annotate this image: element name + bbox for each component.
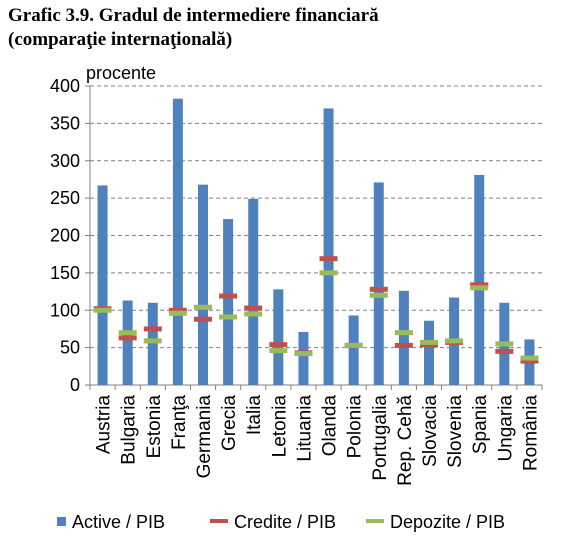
markers — [93, 256, 539, 364]
marker-credite-rep-ceha — [394, 342, 413, 348]
y-tick-label: 150 — [50, 263, 80, 283]
category-label-estonia: Estonia — [144, 395, 165, 459]
category-label-germania: Germania — [194, 395, 215, 479]
y-tick-label: 0 — [70, 375, 80, 395]
legend-label-depozite: Depozite / PIB — [390, 512, 505, 532]
marker-credite-spania — [470, 282, 489, 288]
category-label-austria: Austria — [94, 395, 115, 455]
bar-portugalia — [373, 182, 384, 385]
category-label-olanda: Olanda — [320, 395, 341, 457]
marker-credite-italia — [244, 305, 263, 311]
category-label-romania: România — [520, 395, 541, 471]
bar-franta — [172, 98, 183, 386]
category-label-slovenia: Slovenia — [445, 395, 466, 468]
marker-credite-letonia — [269, 342, 288, 348]
marker-depozite-slovacia — [420, 339, 438, 345]
y-tick-label: 100 — [50, 300, 80, 320]
marker-credite-portugalia — [369, 286, 388, 292]
marker-credite-bulgaria — [118, 335, 137, 341]
marker-depozite-spania — [470, 285, 489, 291]
bar-spania — [474, 174, 485, 385]
marker-depozite-lituania — [294, 351, 313, 357]
bar-letonia — [273, 289, 284, 385]
marker-depozite-germania — [194, 304, 212, 310]
category-label-grecia: Grecia — [219, 395, 240, 451]
y-tick-labels: 0 50 100 150 200 250 300 350 400 — [50, 76, 80, 395]
marker-depozite-grecia — [219, 314, 238, 320]
marker-credite-olanda — [319, 256, 338, 262]
bars — [97, 98, 535, 386]
marker-depozite-bulgaria — [118, 330, 137, 336]
marker-depozite-letonia — [269, 348, 288, 354]
marker-depozite-italia — [244, 311, 263, 317]
legend-swatch-credite — [210, 519, 228, 523]
bar-lituania — [298, 331, 309, 385]
y-tick-label: 50 — [60, 338, 80, 358]
category-label-polonia: Polonia — [345, 395, 366, 459]
marker-depozite-romania — [520, 355, 539, 361]
bar-estonia — [147, 302, 158, 385]
legend-swatch-depozite — [366, 519, 384, 523]
y-tick-label: 350 — [50, 113, 80, 133]
bar-germania — [198, 184, 208, 385]
category-label-franta: Franţa — [169, 395, 190, 450]
marker-depozite-franta — [168, 310, 187, 316]
category-label-lituania: Lituania — [294, 395, 315, 462]
marker-depozite-portugalia — [369, 292, 388, 298]
bar-grecia — [223, 219, 234, 385]
legend: Active / PIB Credite / PIB Depozite / PIB — [57, 512, 505, 532]
marker-depozite-polonia — [344, 342, 363, 348]
legend-label-active: Active / PIB — [72, 512, 165, 532]
marker-credite-estonia — [143, 326, 162, 332]
grid-lines — [90, 85, 542, 349]
legend-label-credite: Credite / PIB — [234, 512, 336, 532]
bar-italia — [248, 198, 259, 385]
bar-olanda — [323, 108, 334, 386]
chart-title-line-1: Grafic 3.9. Gradul de intermediere finan… — [8, 5, 379, 26]
marker-credite-grecia — [219, 293, 238, 299]
marker-credite-germania — [194, 316, 212, 322]
category-label-spania: Spania — [470, 395, 491, 455]
category-label-slovacia: Slovacia — [420, 395, 441, 467]
category-label-bulgaria: Bulgaria — [119, 395, 140, 465]
marker-depozite-slovenia — [445, 338, 464, 344]
category-label-ungaria: Ungaria — [495, 395, 516, 462]
marker-depozite-ungaria — [495, 341, 514, 347]
bar-polonia — [348, 315, 359, 385]
y-tick-label: 300 — [50, 151, 80, 171]
y-tick-label: 250 — [50, 188, 80, 208]
bar-rep-ceha — [398, 290, 409, 385]
y-tick-label: 200 — [50, 226, 80, 246]
marker-credite-franta — [168, 307, 187, 313]
marker-credite-romania — [520, 358, 539, 364]
bar-slovacia — [424, 320, 434, 385]
marker-credite-ungaria — [495, 348, 514, 354]
bar-austria — [97, 185, 108, 385]
category-label-portugalia: Portugalia — [370, 395, 391, 481]
marker-depozite-estonia — [143, 338, 162, 344]
chart-title-line-2: (comparaţie internaţională) — [8, 29, 233, 50]
bar-bulgaria — [122, 300, 133, 385]
marker-depozite-olanda — [319, 270, 338, 276]
legend-swatch-active — [57, 517, 66, 526]
category-labels: Austria Bulgaria Estonia Franţa Germania Grec… — [94, 395, 542, 486]
axes — [85, 85, 543, 390]
category-label-italia: Italia — [244, 395, 265, 436]
unit-label: procente — [86, 63, 156, 83]
y-tick-label: 400 — [50, 76, 80, 96]
category-label-letonia: Letonia — [269, 395, 290, 458]
marker-depozite-austria — [93, 307, 112, 313]
category-label-rep-ceha: Rep. Cehă — [395, 395, 416, 486]
marker-depozite-rep-ceha — [394, 330, 413, 336]
chart-title: Grafic 3.9. Gradul de intermediere finan… — [8, 4, 556, 52]
